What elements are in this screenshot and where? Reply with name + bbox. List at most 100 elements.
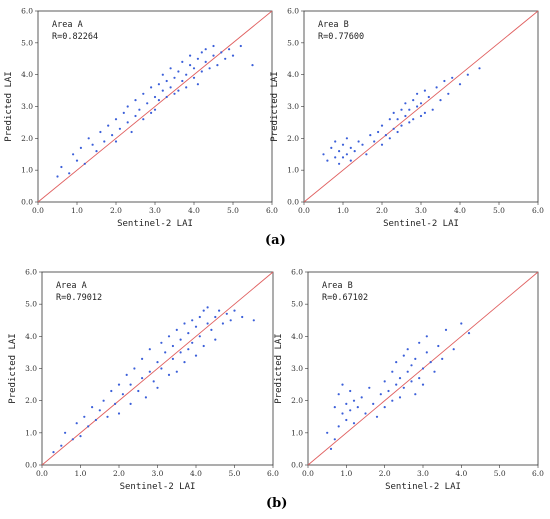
data-point <box>419 114 423 118</box>
data-point <box>391 399 394 402</box>
x-tick-label: 1.0 <box>337 206 349 215</box>
data-point <box>433 370 436 373</box>
data-point <box>341 412 344 415</box>
data-point <box>372 402 375 405</box>
data-point <box>361 143 364 146</box>
data-point <box>379 393 382 396</box>
data-point <box>208 67 211 70</box>
data-point <box>114 140 118 143</box>
data-point <box>435 86 438 89</box>
data-point <box>204 60 207 64</box>
x-tick-label: 3.0 <box>417 469 429 478</box>
data-point <box>192 67 196 70</box>
data-point <box>202 309 205 312</box>
data-point <box>122 111 125 114</box>
data-point <box>157 83 160 86</box>
data-point <box>75 159 79 162</box>
y-tick-label: 1.0 <box>21 166 33 175</box>
data-point <box>198 335 201 338</box>
data-point <box>443 79 446 83</box>
data-point <box>437 344 440 348</box>
data-point <box>79 146 82 149</box>
data-point <box>400 124 403 127</box>
data-point <box>141 357 144 360</box>
data-point <box>83 162 86 165</box>
data-point <box>150 86 153 89</box>
data-point <box>233 309 236 312</box>
x-tick-label: 2.0 <box>376 206 388 215</box>
data-point <box>194 354 198 357</box>
data-point <box>164 351 167 354</box>
data-point <box>395 361 398 364</box>
data-point <box>200 70 203 73</box>
data-point <box>196 57 199 60</box>
data-point <box>452 348 455 351</box>
y-tick-label: 0.0 <box>287 198 299 207</box>
y-axis-label: Predicted LAI <box>4 71 14 141</box>
x-tick-label: 5.0 <box>494 469 506 478</box>
data-point <box>204 48 207 51</box>
x-tick-label: 4.0 <box>455 469 467 478</box>
data-point <box>421 367 425 370</box>
y-tick-label: 5.0 <box>291 300 303 309</box>
data-point <box>167 373 171 376</box>
data-point <box>398 377 402 380</box>
scatter-plot-area-a-bottom: 0.0 1.0 2.0 3.0 4.0 5.0 6.0 0.0 1.0 2.0 3.0 4.0 5.0 6… <box>8 268 279 493</box>
data-point <box>349 146 352 149</box>
data-point <box>91 143 94 146</box>
area-name: Area B <box>318 20 349 30</box>
y-tick-label: 0.0 <box>21 198 33 207</box>
area-name: Area B <box>322 281 353 291</box>
data-point <box>87 425 90 428</box>
data-point <box>229 319 232 322</box>
data-point <box>141 377 144 380</box>
data-point <box>183 361 186 364</box>
y-tick-label: 2.0 <box>287 134 299 143</box>
data-point <box>156 386 159 389</box>
data-point <box>71 438 74 441</box>
data-point <box>334 156 337 159</box>
data-point <box>365 153 368 156</box>
data-point <box>68 172 71 175</box>
data-point <box>402 386 405 389</box>
data-point <box>241 315 244 319</box>
reference-line <box>41 271 274 466</box>
scatter-plot-area-b-bottom: 0.0 1.0 2.0 3.0 4.0 5.0 6.0 0.0 1.0 2.0 3.0 4.0 5.0 6… <box>274 268 544 493</box>
y-tick-label: 5.0 <box>25 300 37 309</box>
data-point <box>392 127 395 130</box>
data-point <box>252 319 255 322</box>
scatter-plot-area-b-top: 0.0 1.0 2.0 3.0 4.0 5.0 6.0 0.0 1.0 2.0 3.0 4.0 5.0 6… <box>270 7 544 230</box>
data-point <box>150 111 153 114</box>
data-point <box>375 415 379 418</box>
data-point <box>341 143 345 146</box>
data-point <box>384 134 387 137</box>
data-point <box>322 153 325 156</box>
data-point <box>341 383 344 386</box>
y-tick-label: 5.0 <box>21 38 33 47</box>
y-tick-label: 1.0 <box>291 428 303 437</box>
correlation-value: R=0.77600 <box>318 32 364 42</box>
data-point <box>416 105 419 108</box>
data-point <box>439 99 442 102</box>
data-point <box>181 79 184 83</box>
data-point <box>441 357 444 360</box>
data-point <box>396 118 399 121</box>
data-point <box>99 130 102 134</box>
data-point <box>410 380 413 383</box>
data-point <box>110 389 113 393</box>
data-point <box>369 134 372 137</box>
data-point <box>125 373 128 376</box>
data-point <box>114 118 118 121</box>
data-point <box>251 64 254 67</box>
data-point <box>425 335 428 338</box>
data-point <box>134 114 137 118</box>
data-point <box>185 86 188 89</box>
data-point <box>212 44 215 48</box>
data-point <box>185 73 188 76</box>
data-point <box>212 54 215 57</box>
y-tick-label: 3.0 <box>287 102 299 111</box>
y-tick-label: 6.0 <box>25 268 37 277</box>
data-point <box>206 306 209 309</box>
y-tick-label: 3.0 <box>25 364 37 373</box>
data-point <box>189 64 192 67</box>
